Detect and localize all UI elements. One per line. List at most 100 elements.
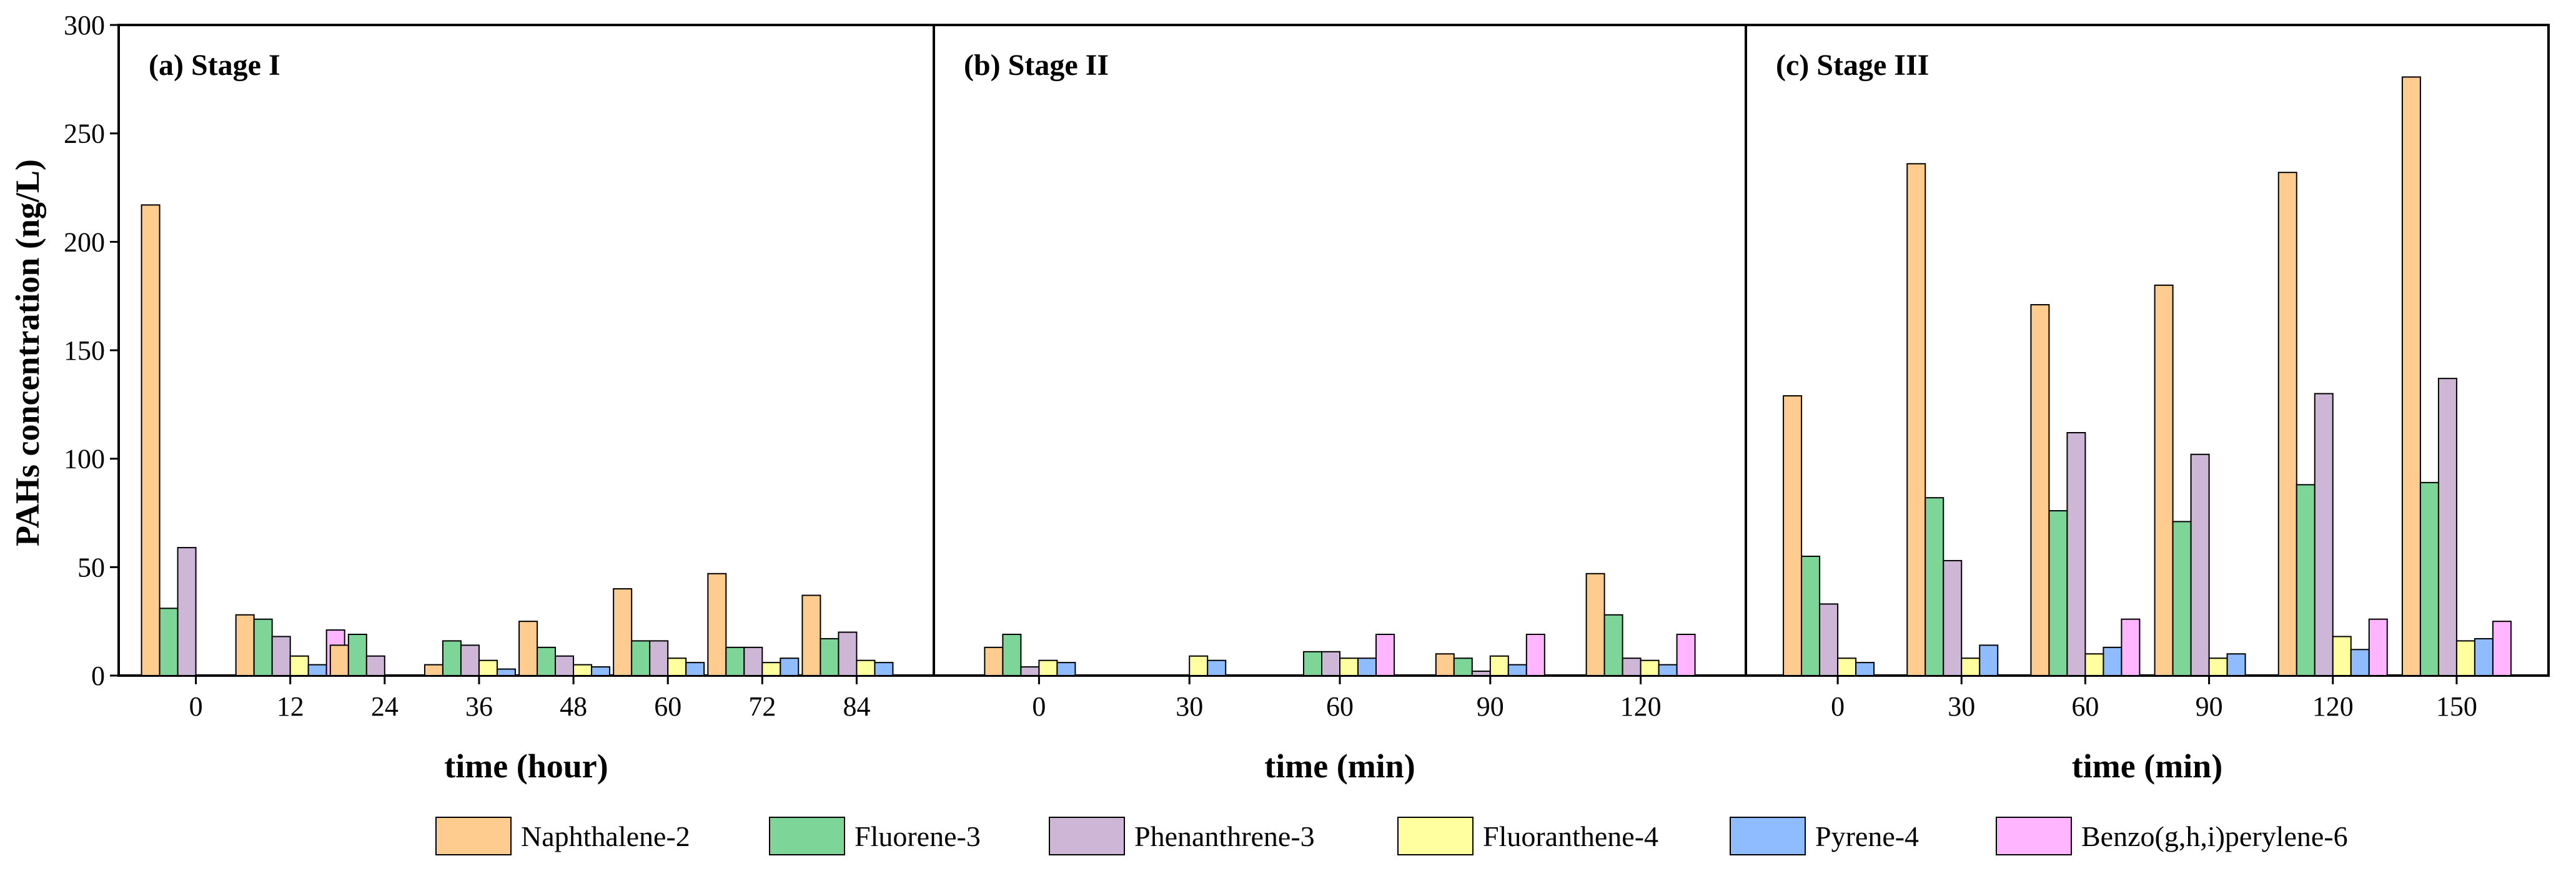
bar — [2172, 521, 2192, 676]
x-tick-label: 84 — [843, 691, 870, 722]
bar — [537, 646, 557, 677]
bar — [820, 637, 840, 676]
legend-swatch — [1397, 817, 1474, 855]
bar — [442, 640, 462, 676]
bar — [177, 547, 197, 676]
bar — [1906, 163, 1926, 676]
bar — [1375, 634, 1395, 676]
legend-item: Fluoranthene-4 — [1397, 817, 1658, 855]
bar — [1979, 644, 1999, 676]
bar — [2048, 510, 2068, 676]
legend-swatch — [769, 817, 845, 855]
legend-swatch — [1996, 817, 2072, 855]
x-tick-label: 48 — [560, 691, 587, 722]
x-tick-label: 30 — [1948, 691, 1975, 722]
bar — [2368, 618, 2388, 677]
bar — [2492, 621, 2512, 677]
bar — [761, 662, 781, 677]
bar — [1585, 573, 1605, 677]
bar — [1303, 651, 1322, 676]
bar — [1837, 657, 1857, 677]
bar — [1339, 657, 1359, 677]
bar — [1056, 662, 1076, 677]
panel-title: (b) Stage II — [964, 49, 1109, 82]
bar — [1658, 664, 1678, 676]
bar — [2190, 453, 2210, 676]
panel-1: (a) Stage I 0 12 24 36 48 60 72 84 time (hour) — [117, 24, 935, 785]
x-tick-label: 60 — [2071, 691, 2099, 722]
panel-title: (a) Stage I — [149, 49, 280, 82]
bar — [2277, 172, 2297, 677]
x-axis-label: time (min) — [1264, 747, 1415, 785]
bar — [1321, 651, 1340, 676]
x-tick-label: 0 — [1032, 691, 1046, 722]
bar — [1676, 634, 1696, 676]
bar — [1038, 659, 1058, 676]
x-tick-label: 24 — [371, 691, 399, 722]
legend-label: Fluoranthene-4 — [1483, 820, 1658, 852]
bar — [1603, 614, 1623, 676]
legend-swatch — [1049, 817, 1125, 855]
panel-3: (c) Stage III 0 30 60 90 120 150 time (min) — [1745, 24, 2550, 785]
bar — [649, 640, 669, 676]
bar — [159, 608, 179, 676]
x-axis-label: time (hour) — [444, 747, 608, 785]
bar — [2154, 284, 2174, 676]
bar — [2084, 653, 2104, 677]
bar — [329, 644, 349, 676]
bar — [253, 618, 273, 677]
bar — [496, 668, 516, 676]
bar — [2066, 431, 2086, 677]
bar — [1640, 659, 1660, 676]
x-tick-label: 0 — [1831, 691, 1845, 722]
legend-swatch — [1730, 817, 1806, 855]
bar — [1207, 659, 1227, 676]
x-tick-label: 30 — [1176, 691, 1203, 722]
bar — [1507, 664, 1527, 676]
bar — [1489, 655, 1509, 676]
y-tick-label: 150 — [64, 335, 105, 366]
y-tick-label: 250 — [64, 119, 105, 149]
x-tick-label: 36 — [465, 691, 493, 722]
x-tick-label: 72 — [748, 691, 776, 722]
bar — [235, 614, 255, 676]
bar — [2437, 378, 2457, 676]
bar — [2332, 636, 2352, 676]
bar — [667, 657, 687, 677]
bar — [1189, 655, 1209, 676]
bar — [271, 636, 291, 676]
bar — [743, 646, 763, 677]
bar — [1855, 662, 1875, 677]
y-tick-label: 200 — [64, 227, 105, 257]
x-tick-label: 120 — [1620, 691, 1662, 722]
bar — [460, 644, 480, 676]
bar — [707, 573, 727, 677]
y-axis-label: PAHs concentration (ng/L) — [9, 159, 46, 546]
bar — [856, 659, 876, 676]
legend-item: Naphthalene-2 — [435, 817, 690, 855]
legend-label: Naphthalene-2 — [521, 820, 690, 852]
bar — [289, 655, 309, 676]
bar — [1925, 497, 1944, 676]
bar — [780, 657, 800, 677]
legend-swatch — [435, 817, 512, 855]
legend-item: Phenanthrene-3 — [1049, 817, 1315, 855]
bar — [478, 659, 498, 676]
bar — [1943, 559, 1963, 676]
panel-title: (c) Stage III — [1776, 49, 1929, 82]
legend-label: Phenanthrene-3 — [1134, 820, 1315, 852]
bar — [307, 664, 327, 676]
x-tick-label: 120 — [2312, 691, 2354, 722]
bar — [424, 664, 443, 676]
legend-item: Pyrene-4 — [1730, 817, 1919, 855]
y-tick-label: 300 — [64, 10, 105, 41]
legend-item: Benzo(g,h,i)perylene-6 — [1996, 817, 2348, 855]
x-tick-label: 60 — [654, 691, 681, 722]
x-tick-label: 90 — [2196, 691, 2223, 722]
legend-item: Fluorene-3 — [769, 817, 981, 855]
bar — [2226, 653, 2246, 677]
bar — [631, 640, 651, 676]
legend-label: Fluorene-3 — [855, 820, 981, 852]
bar — [141, 204, 161, 676]
